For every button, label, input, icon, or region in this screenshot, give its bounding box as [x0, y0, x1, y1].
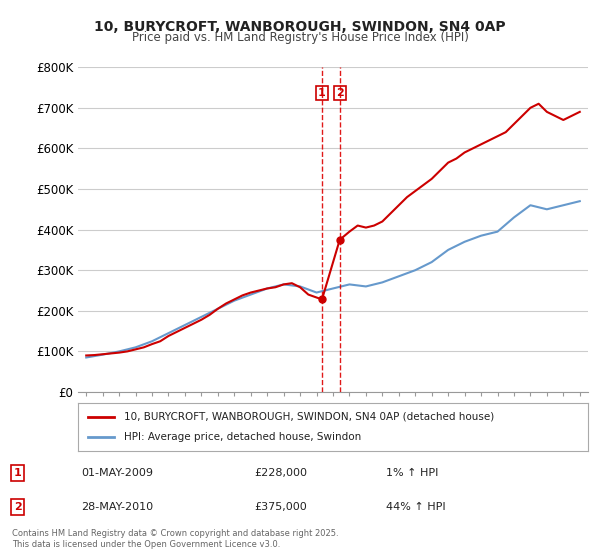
Text: 10, BURYCROFT, WANBOROUGH, SWINDON, SN4 0AP (detached house): 10, BURYCROFT, WANBOROUGH, SWINDON, SN4 … [124, 412, 494, 422]
Text: Contains HM Land Registry data © Crown copyright and database right 2025.
This d: Contains HM Land Registry data © Crown c… [12, 529, 338, 549]
Text: 1: 1 [318, 88, 326, 98]
Text: Price paid vs. HM Land Registry's House Price Index (HPI): Price paid vs. HM Land Registry's House … [131, 31, 469, 44]
Text: £375,000: £375,000 [254, 502, 307, 512]
Text: 2: 2 [14, 502, 22, 512]
Text: 1: 1 [14, 468, 22, 478]
Text: 2: 2 [336, 88, 344, 98]
Text: HPI: Average price, detached house, Swindon: HPI: Average price, detached house, Swin… [124, 432, 361, 442]
Text: 01-MAY-2009: 01-MAY-2009 [81, 468, 153, 478]
Text: 44% ↑ HPI: 44% ↑ HPI [386, 502, 446, 512]
Text: 10, BURYCROFT, WANBOROUGH, SWINDON, SN4 0AP: 10, BURYCROFT, WANBOROUGH, SWINDON, SN4 … [94, 20, 506, 34]
Text: 1% ↑ HPI: 1% ↑ HPI [386, 468, 439, 478]
Text: £228,000: £228,000 [254, 468, 307, 478]
Text: 28-MAY-2010: 28-MAY-2010 [81, 502, 153, 512]
